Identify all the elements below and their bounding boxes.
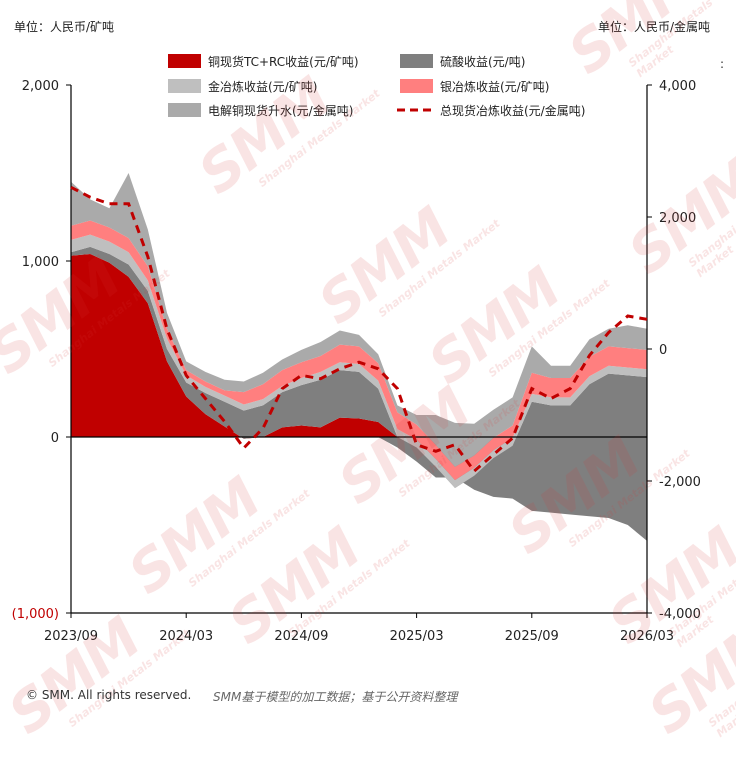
x-tick-label: 2025/03 — [390, 629, 444, 644]
stray-mark: : — [720, 57, 724, 71]
x-tick-label: 2026/03 — [620, 629, 674, 644]
x-tick-label: 2023/09 — [44, 629, 98, 644]
legend-label: 银冶炼收益(元/矿吨) — [440, 79, 549, 94]
copyright-text: © SMM. All rights reserved. — [26, 688, 192, 702]
x-tick-label: 2024/09 — [274, 629, 328, 644]
total-profit-line — [70, 185, 648, 474]
legend: 铜现货TC+RC收益(元/矿吨) 硫酸收益(元/吨) 金冶炼收益(元/矿吨) 银冶炼收… — [168, 54, 585, 118]
legend-swatch — [168, 54, 201, 68]
area-series-2 — [71, 246, 647, 489]
left-tick-label: 0 — [51, 431, 59, 446]
legend-label: 铜现货TC+RC收益(元/矿吨) — [208, 54, 359, 69]
x-tick-label: 2025/09 — [505, 629, 559, 644]
right-axis-unit: 单位：人民币/金属吨 — [597, 20, 710, 34]
legend-swatch — [400, 79, 433, 93]
right-tick-label: 2,000 — [659, 211, 696, 226]
axes: (1,000) 0 1,000 2,000 -4,000 -2,000 0 2,000 4,00… — [12, 79, 701, 644]
right-tick-label: 0 — [659, 343, 667, 358]
right-tick-label: -4,000 — [659, 607, 701, 622]
left-tick-label: (1,000) — [12, 607, 59, 622]
area-series-5 — [71, 220, 647, 481]
right-tick-label: -2,000 — [659, 475, 701, 490]
legend-swatch — [168, 79, 201, 93]
line-series — [70, 185, 648, 474]
area-series-negative — [71, 437, 647, 541]
source-note: SMM基于模型的加工数据；基于公开资料整理 — [213, 690, 458, 704]
left-tick-label: 1,000 — [22, 255, 59, 270]
legend-label: 金冶炼收益(元/矿吨) — [208, 79, 317, 94]
right-tick-label: 4,000 — [659, 79, 696, 94]
legend-swatch — [400, 54, 433, 68]
area-series-4 — [71, 234, 647, 489]
legend-label: 硫酸收益(元/吨) — [440, 54, 525, 69]
area-series — [71, 173, 647, 541]
area-series-1 — [71, 253, 647, 439]
legend-label: 电解铜现货升水(元/金属吨) — [208, 103, 353, 118]
legend-swatch — [168, 103, 201, 117]
left-axis-unit: 单位：人民币/矿吨 — [14, 20, 115, 34]
x-tick-label: 2024/03 — [159, 629, 213, 644]
legend-label: 总现货冶炼收益(元/金属吨) — [440, 103, 585, 118]
smelting-profit-chart: 铜现货TC+RC收益(元/矿吨) 硫酸收益(元/吨) 金冶炼收益(元/矿吨) 银冶炼收… — [12, 54, 724, 644]
left-tick-label: 2,000 — [22, 79, 59, 94]
